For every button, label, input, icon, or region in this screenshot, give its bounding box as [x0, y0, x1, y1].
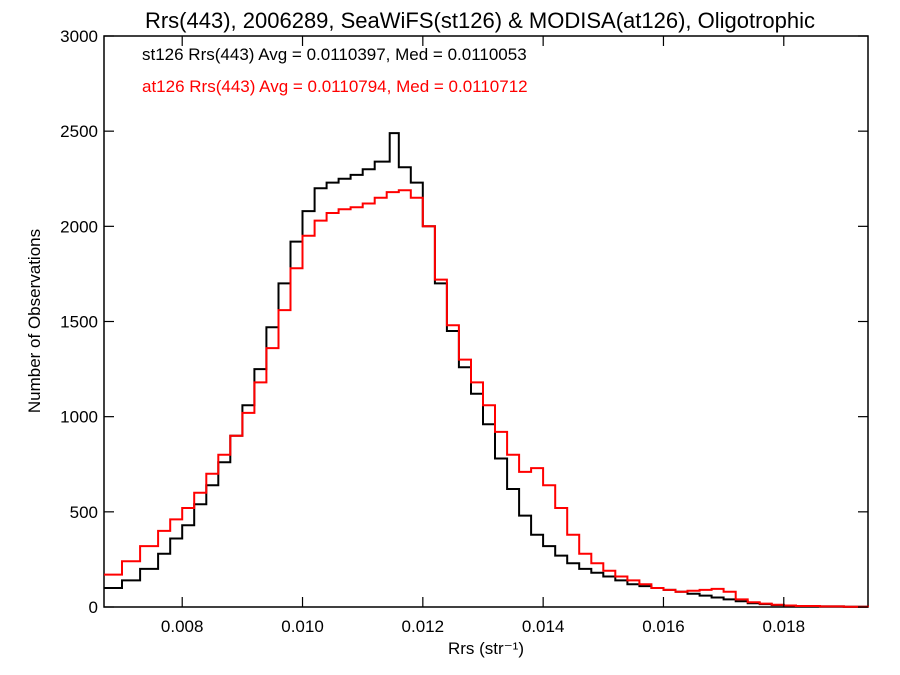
x-tick-label: 0.012 [402, 617, 445, 636]
y-tick-label: 2000 [60, 217, 98, 236]
y-tick-label: 500 [70, 503, 98, 522]
x-tick-label: 0.008 [161, 617, 204, 636]
x-tick-label: 0.010 [281, 617, 324, 636]
series-st126-line [104, 132, 869, 608]
x-tick-label: 0.018 [763, 617, 806, 636]
x-tick-label: 0.016 [642, 617, 685, 636]
legend-entry-at126: at126 Rrs(443) Avg = 0.0110794, Med = 0.… [142, 77, 528, 96]
x-axis-label: Rrs (str⁻¹) [448, 639, 524, 658]
x-tick-label: 0.014 [522, 617, 565, 636]
y-tick-label: 0 [89, 598, 98, 617]
series-at126-line [104, 189, 869, 608]
series-layer [104, 132, 869, 608]
ticks-layer: 0.008 0.010 0.012 0.014 0.016 0.018 0 500 1000 15… [60, 27, 868, 636]
y-axis-label: Number of Observations [25, 229, 44, 413]
y-tick-label: 2500 [60, 122, 98, 141]
legend-entry-st126: st126 Rrs(443) Avg = 0.0110397, Med = 0.… [142, 45, 527, 64]
y-tick-label: 1500 [60, 313, 98, 332]
plot-frame [103, 35, 869, 608]
plot-area: 0.008 0.010 0.012 0.014 0.016 0.018 0 500 1000 15… [60, 27, 869, 636]
y-tick-label: 3000 [60, 27, 98, 46]
chart-title: Rrs(443), 2006289, SeaWiFS(st126) & MODI… [145, 8, 815, 33]
legend: st126 Rrs(443) Avg = 0.0110397, Med = 0.… [142, 45, 528, 96]
y-tick-label: 1000 [60, 408, 98, 427]
